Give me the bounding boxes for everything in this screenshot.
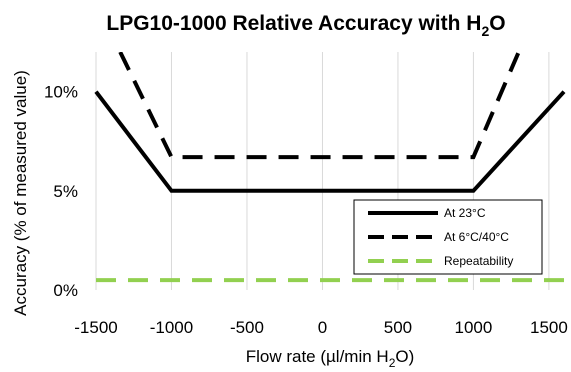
chart-title: LPG10-1000 Relative Accuracy with H2O bbox=[106, 12, 505, 39]
x-tick-label: -1000 bbox=[150, 318, 193, 337]
x-tick-label: 1000 bbox=[455, 318, 493, 337]
y-tick-label: 5% bbox=[53, 182, 78, 201]
x-tick-label: 500 bbox=[384, 318, 412, 337]
legend-label-2: At 6°C/40°C bbox=[444, 230, 509, 244]
y-axis: 0% 5% 10% bbox=[44, 83, 78, 300]
grid bbox=[95, 52, 550, 290]
chart-title-tail: O bbox=[489, 12, 505, 35]
series-line-2 bbox=[118, 52, 521, 160]
x-tick-label: -500 bbox=[230, 318, 264, 337]
x-tick-label: 0 bbox=[318, 318, 327, 337]
y-tick-label: 0% bbox=[53, 281, 78, 300]
x-axis-label-tail: O) bbox=[395, 347, 414, 366]
x-axis-label-sub: 2 bbox=[389, 356, 396, 370]
legend-label-1: At 23°C bbox=[444, 206, 486, 220]
x-axis: -1500 -1000 -500 0 500 1000 1500 bbox=[74, 318, 568, 337]
plot-area bbox=[94, 52, 566, 283]
chart-title-sub: 2 bbox=[481, 23, 489, 39]
chart-title-main: LPG10-1000 Relative Accuracy with H bbox=[106, 12, 481, 35]
legend: At 23°C At 6°C/40°C Repeatability bbox=[353, 199, 543, 275]
x-axis-label-main: Flow rate (µl/min H bbox=[246, 347, 389, 366]
series-line-1 bbox=[94, 90, 566, 193]
x-axis-label: Flow rate (µl/min H2O) bbox=[246, 347, 415, 370]
y-tick-label: 10% bbox=[44, 83, 78, 102]
y-axis-label: Accuracy (% of measured value) bbox=[11, 70, 30, 316]
x-tick-label: -1500 bbox=[74, 318, 117, 337]
legend-label-3: Repeatability bbox=[444, 254, 513, 268]
x-tick-label: 1500 bbox=[530, 318, 568, 337]
